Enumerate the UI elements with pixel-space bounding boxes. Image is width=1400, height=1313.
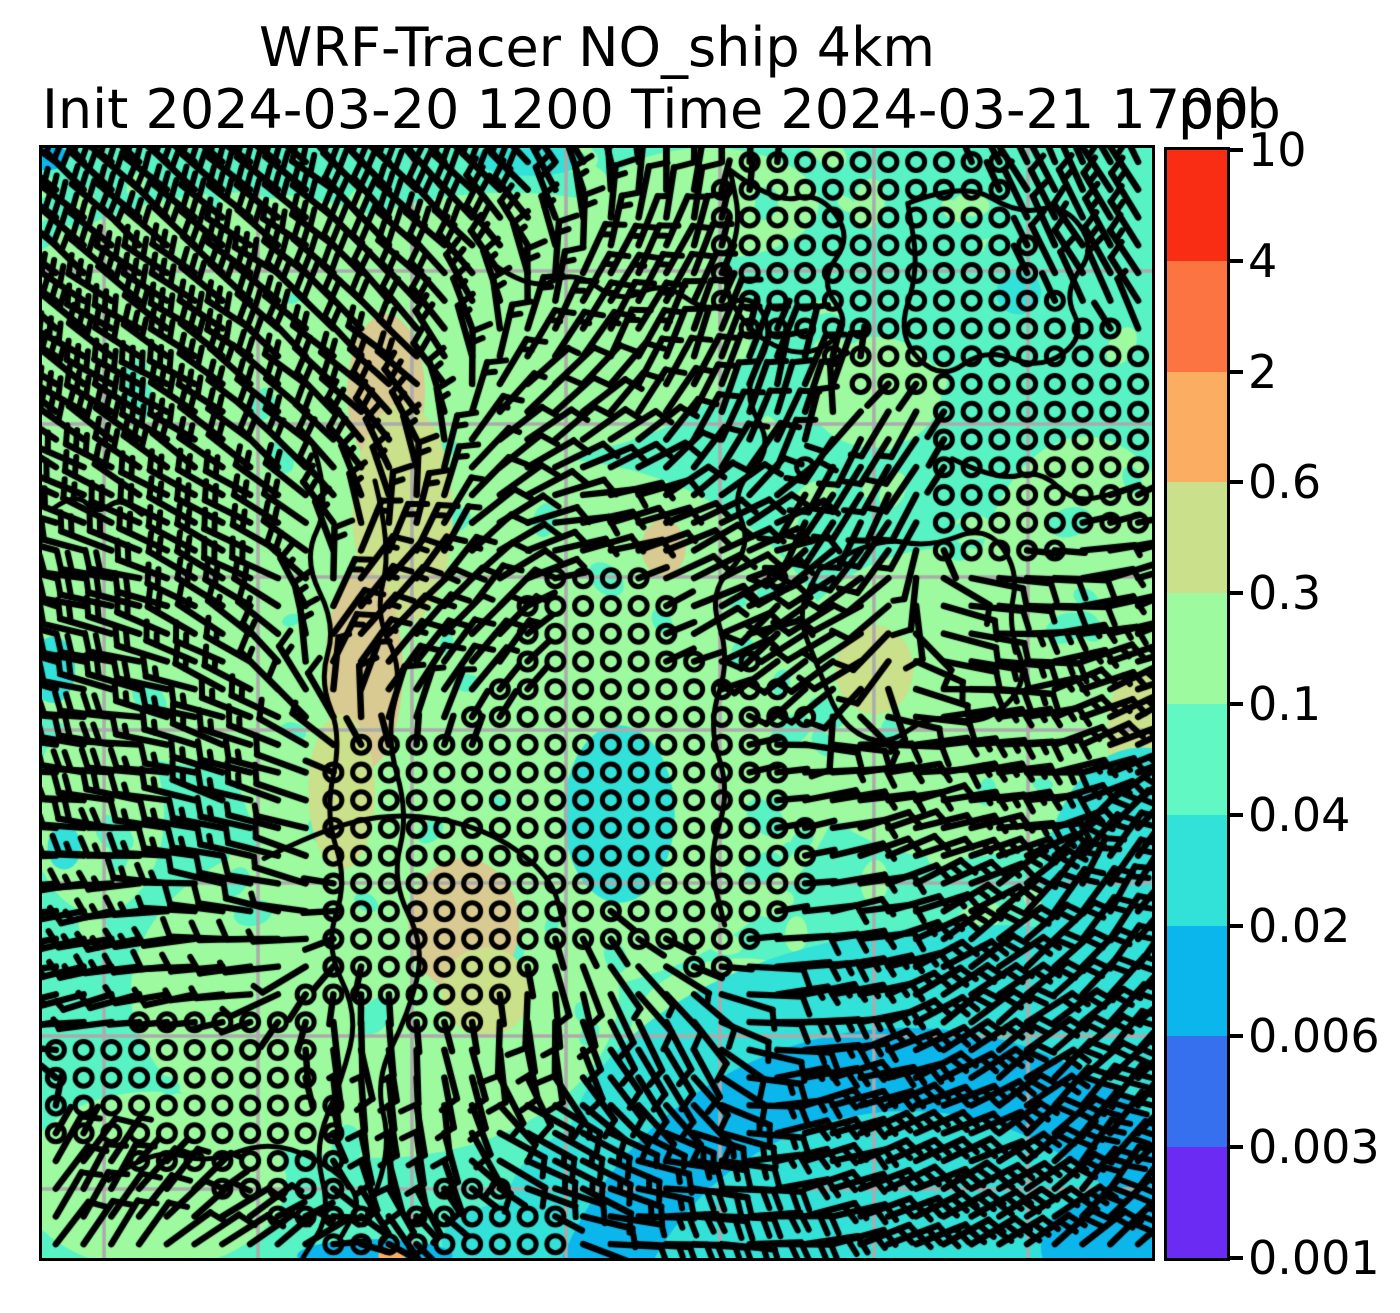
colorbar-segment <box>1167 925 1227 1037</box>
colorbar-segment <box>1167 482 1227 594</box>
colorbar-tick-label: 0.02 <box>1248 898 1351 953</box>
colorbar-segment <box>1167 150 1227 261</box>
colorbar-tick-label: 0.006 <box>1248 1009 1380 1064</box>
colorbar-tick-mark <box>1230 1145 1243 1150</box>
tracer-map-canvas <box>42 148 1152 1258</box>
colorbar-tick-label: 0.001 <box>1248 1231 1380 1285</box>
colorbar-tick-label: 0.6 <box>1248 455 1322 510</box>
plot-title: WRF-Tracer NO_ship 4km <box>258 16 936 79</box>
colorbar-tick-mark <box>1230 480 1243 485</box>
colorbar-segment <box>1167 260 1227 372</box>
colorbar-segment <box>1167 704 1227 815</box>
colorbar-tick-mark <box>1230 702 1243 706</box>
colorbar <box>1164 147 1230 1261</box>
colorbar-tick-mark <box>1230 148 1243 152</box>
colorbar-tick-mark <box>1230 923 1243 928</box>
colorbar-tick-label: 0.04 <box>1248 787 1351 842</box>
colorbar-segment <box>1167 371 1227 483</box>
colorbar-segment <box>1167 1147 1227 1258</box>
colorbar-tick-mark <box>1230 812 1243 817</box>
colorbar-segment <box>1167 814 1227 926</box>
map-axes <box>39 145 1155 1261</box>
plot-subtitle: Init 2024-03-20 1200 Time 2024-03-21 170… <box>42 78 1249 141</box>
colorbar-tick-mark <box>1230 369 1243 374</box>
colorbar-segment <box>1167 1036 1227 1148</box>
colorbar-tick-mark <box>1230 1034 1243 1039</box>
colorbar-tick-label: 0.1 <box>1248 677 1322 731</box>
colorbar-tick-mark <box>1230 258 1243 263</box>
colorbar-unit-label: ppb <box>1178 78 1281 141</box>
colorbar-segment <box>1167 593 1227 705</box>
colorbar-tick-label: 2 <box>1248 344 1278 399</box>
colorbar-tick-label: 10 <box>1248 123 1307 177</box>
colorbar-tick-label: 0.3 <box>1248 566 1322 621</box>
colorbar-tick-mark <box>1230 591 1243 596</box>
colorbar-tick-mark <box>1230 1256 1243 1260</box>
colorbar-tick-label: 0.003 <box>1248 1120 1380 1175</box>
colorbar-tick-label: 4 <box>1248 233 1278 288</box>
